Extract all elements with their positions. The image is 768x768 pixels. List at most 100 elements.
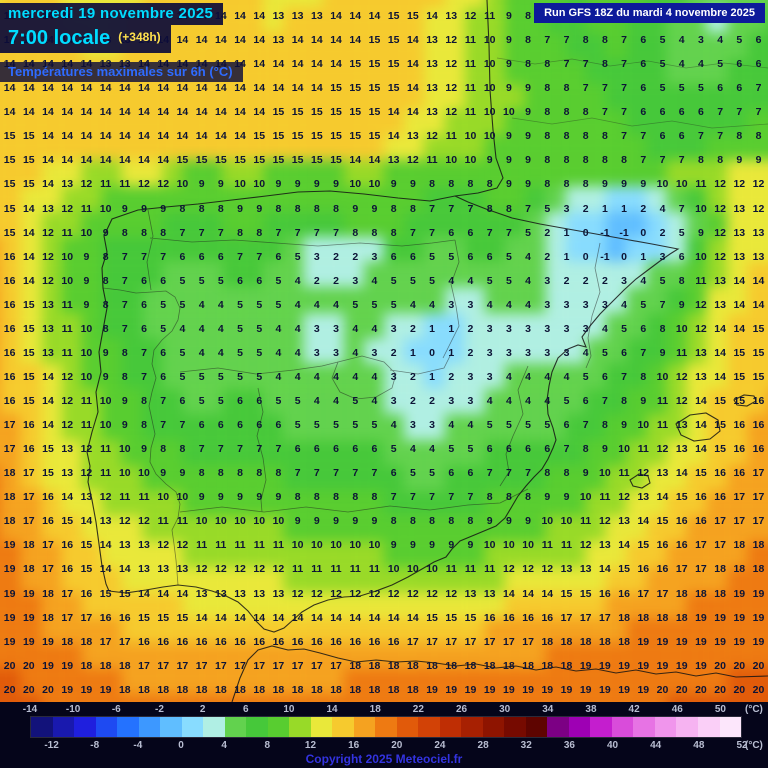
temp-value: 14 — [176, 82, 189, 95]
legend-color-segment — [504, 717, 526, 737]
temp-value: 18 — [368, 659, 381, 672]
temp-field-cell — [202, 643, 223, 669]
legend-color-segment — [52, 717, 75, 737]
temp-field-cell — [686, 389, 707, 415]
temp-field-cell — [726, 84, 748, 110]
temp-value: 5 — [544, 419, 551, 432]
temp-value: 12 — [618, 491, 630, 504]
temp-value: 7 — [717, 130, 724, 143]
temp-value: 10 — [157, 491, 170, 504]
temp-value: 10 — [349, 178, 362, 191]
temp-value: 9 — [409, 178, 416, 191]
temp-value: 13 — [675, 419, 688, 432]
temp-value: 16 — [22, 419, 35, 432]
temp-value: 8 — [621, 395, 628, 408]
temp-value: 7 — [467, 491, 474, 504]
temp-value: 4 — [352, 322, 359, 335]
temp-value: 8 — [179, 202, 186, 215]
temp-field-cell — [202, 694, 223, 702]
temp-value: 5 — [160, 298, 167, 311]
temp-value: 9 — [601, 178, 608, 191]
temp-value: 5 — [678, 226, 685, 239]
temp-value: 7 — [525, 202, 531, 215]
legend-tick: 18 — [369, 704, 381, 715]
temp-value: 9 — [525, 130, 531, 143]
temp-value: 12 — [118, 515, 131, 528]
temp-value: 14 — [157, 587, 170, 600]
temp-value: 16 — [234, 635, 246, 648]
temp-value: 14 — [22, 274, 35, 287]
temp-value: 2 — [601, 274, 608, 287]
legend-tick: 0 — [178, 740, 184, 751]
temp-value: 19 — [3, 539, 16, 552]
temp-value: 16 — [61, 539, 74, 552]
temp-value: 15 — [22, 130, 35, 143]
temp-field-cell — [0, 363, 1, 390]
temp-value: 9 — [275, 178, 282, 191]
temp-value: 18 — [599, 635, 611, 648]
temp-value: 4 — [371, 274, 378, 287]
temp-field-cell — [0, 414, 22, 440]
temp-value: 9 — [83, 250, 90, 263]
local-time-text: 7:00 locale — [8, 27, 111, 49]
temp-value: 16 — [118, 611, 131, 624]
temp-value: 19 — [426, 683, 438, 696]
temp-value: 20 — [42, 683, 54, 696]
temp-value: 11 — [541, 539, 553, 552]
temp-value: 12 — [714, 250, 726, 263]
temp-value: 14 — [214, 34, 227, 47]
temp-value: 6 — [160, 274, 167, 287]
temp-field-cell — [21, 84, 42, 110]
temp-value: 1 — [640, 250, 647, 263]
temp-value: 9 — [505, 34, 512, 47]
temp-value: 11 — [618, 467, 630, 480]
temp-value: 15 — [272, 106, 285, 119]
parameter-banner: Températures maximales sur 6h (°C) — [0, 62, 243, 82]
temp-value: 17 — [752, 491, 765, 504]
temp-value: 8 — [390, 226, 397, 239]
date-banner: mercredi 19 novembre 2025 — [0, 3, 224, 25]
temp-value: 15 — [22, 346, 35, 359]
temp-field-cell — [747, 439, 768, 466]
temp-value: 9 — [217, 491, 224, 504]
temp-value: 17 — [42, 563, 54, 576]
temp-value: 7 — [409, 226, 416, 239]
temp-value: 1 — [601, 202, 608, 215]
temp-value: 8 — [640, 370, 647, 383]
temp-value: 18 — [695, 587, 707, 600]
temp-value: 14 — [61, 82, 74, 95]
temp-value: 11 — [599, 491, 611, 504]
temp-value: 18 — [195, 683, 208, 696]
legend-tick: 38 — [585, 704, 597, 715]
temp-field-cell — [101, 694, 122, 702]
temp-value: 12 — [445, 587, 458, 600]
temp-field-cell — [0, 211, 22, 237]
temp-value: 15 — [733, 395, 746, 408]
temp-value: 19 — [618, 659, 630, 672]
temp-value: 17 — [3, 419, 16, 432]
temp-value: 14 — [118, 130, 131, 143]
temp-value: 15 — [176, 154, 189, 167]
temp-value: 4 — [448, 274, 455, 287]
temp-value: 6 — [294, 443, 301, 456]
temp-value: 7 — [256, 443, 263, 456]
temp-value: 9 — [390, 178, 397, 191]
temp-value: 5 — [179, 274, 186, 287]
temp-value: 8 — [371, 226, 378, 239]
temp-value: 8 — [486, 202, 493, 215]
temp-value: 2 — [390, 346, 397, 359]
temp-value: 16 — [176, 635, 189, 648]
temp-value: 17 — [445, 635, 458, 648]
temp-value: 7 — [640, 346, 647, 359]
temp-field-cell — [61, 160, 82, 186]
temp-value: 12 — [138, 515, 150, 528]
temp-field-cell — [0, 439, 22, 466]
temp-value: 12 — [61, 370, 74, 383]
temp-field-cell — [41, 668, 62, 695]
temp-value: 8 — [486, 491, 493, 504]
legend-tick: -4 — [133, 740, 143, 751]
temp-value: 11 — [464, 58, 477, 71]
temp-field-cell — [706, 617, 727, 644]
temp-value: 20 — [733, 683, 746, 696]
temp-field-cell — [121, 694, 143, 702]
